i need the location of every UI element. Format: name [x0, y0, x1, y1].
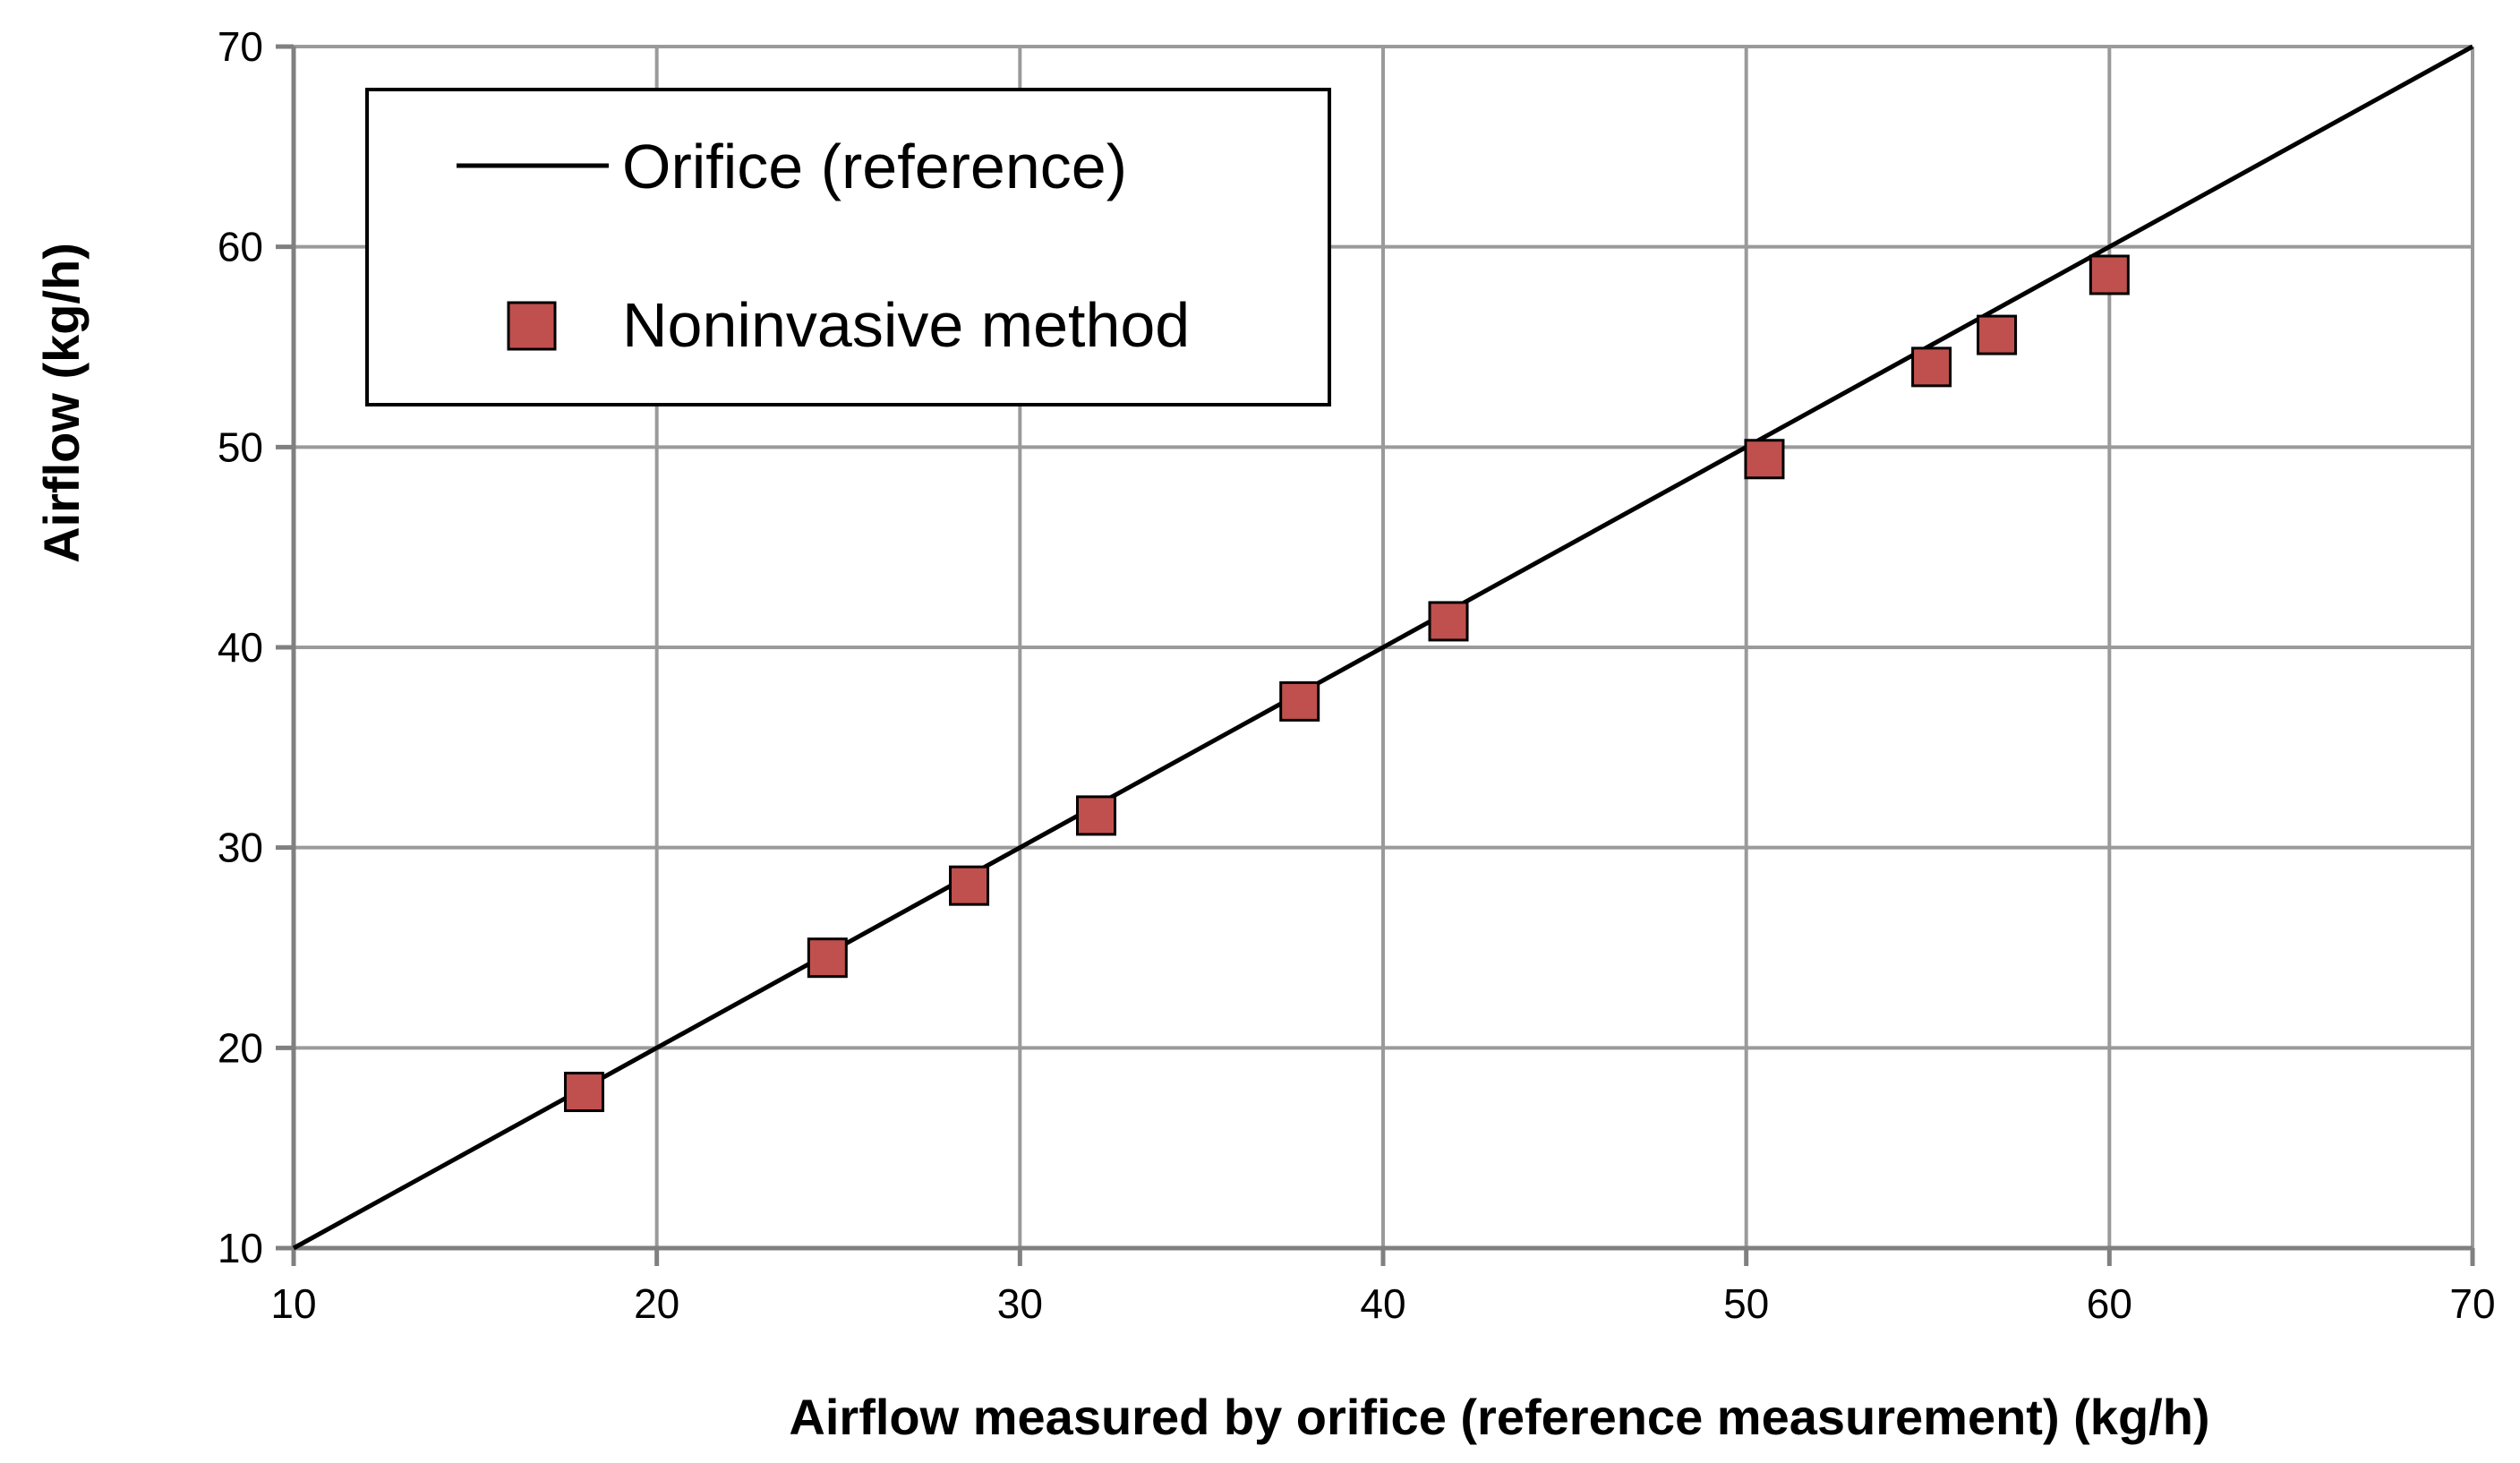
x-tick-label: 60 — [2087, 1280, 2132, 1327]
x-tick-label: 70 — [2449, 1280, 2495, 1327]
y-axis-title: Airflow (kg/h) — [33, 243, 90, 563]
legend: Orifice (reference) Noninvasive method — [365, 88, 1331, 406]
data-point-noninvasive — [1977, 314, 2018, 355]
legend-box — [365, 88, 1331, 406]
y-tick-label: 60 — [218, 224, 263, 270]
y-tick-label: 40 — [218, 624, 263, 671]
y-tick-label: 70 — [218, 23, 263, 70]
series-layer — [292, 44, 2474, 1251]
data-point-noninvasive — [1744, 439, 1785, 480]
x-axis-title: Airflow measured by orifice (reference m… — [789, 1389, 2209, 1445]
y-tick-labels: 10 20 30 40 50 60 70 — [218, 23, 263, 1271]
y-tick-label: 10 — [218, 1225, 263, 1271]
x-tick-label: 40 — [1360, 1280, 1405, 1327]
y-tick-label: 30 — [218, 825, 263, 871]
data-point-noninvasive — [564, 1072, 605, 1113]
data-point-noninvasive — [949, 865, 990, 906]
data-point-noninvasive — [1911, 346, 1952, 388]
legend-square-swatch — [507, 301, 557, 351]
y-tick-label: 50 — [218, 424, 263, 470]
series-line-orifice — [292, 44, 2474, 1251]
y-tick-label: 20 — [218, 1024, 263, 1071]
x-tick-label: 50 — [1723, 1280, 1769, 1327]
axes — [276, 44, 2475, 1266]
x-tick-label: 20 — [634, 1280, 679, 1327]
legend-label-orifice: Orifice (reference) — [622, 132, 1127, 201]
x-tick-label: 10 — [270, 1280, 316, 1327]
data-point-noninvasive — [1279, 680, 1320, 722]
legend-label-noninvasive: Noninvasive method — [622, 290, 1190, 360]
data-point-noninvasive — [1076, 795, 1117, 836]
x-tick-labels: 10 20 30 40 50 60 70 — [270, 1280, 2495, 1327]
x-tick-label: 30 — [997, 1280, 1043, 1327]
data-point-noninvasive — [1428, 601, 1469, 642]
data-point-noninvasive — [807, 937, 848, 979]
data-point-noninvasive — [2089, 254, 2130, 295]
